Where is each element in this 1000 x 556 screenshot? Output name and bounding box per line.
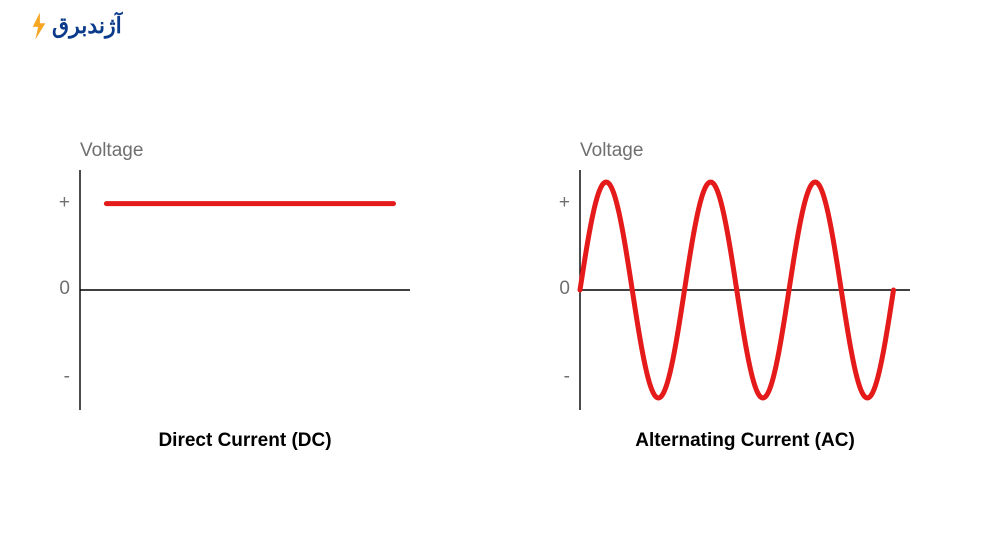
brand-text: آژندبرق xyxy=(52,13,122,39)
dc-ytick-plus: + xyxy=(40,192,70,214)
ac-ytick-minus: - xyxy=(540,366,570,388)
ac-ytick-zero: 0 xyxy=(540,278,570,300)
dc-plot xyxy=(80,170,410,410)
ac-y-axis-title: Voltage xyxy=(580,140,643,162)
dc-caption: Direct Current (DC) xyxy=(80,430,410,452)
ac-caption: Alternating Current (AC) xyxy=(580,430,910,452)
ac-ytick-plus: + xyxy=(540,192,570,214)
ac-chart: Voltage + 0 - Alternating Current (AC) xyxy=(540,150,960,510)
charts-row: Voltage + 0 - Direct Current (DC) Voltag… xyxy=(0,150,1000,510)
ac-plot xyxy=(580,170,910,410)
dc-chart: Voltage + 0 - Direct Current (DC) xyxy=(40,150,460,510)
dc-y-axis-title: Voltage xyxy=(80,140,143,162)
dc-ytick-zero: 0 xyxy=(40,278,70,300)
dc-ytick-minus: - xyxy=(40,366,70,388)
brand-logo: آژندبرق xyxy=(30,12,122,40)
bolt-icon xyxy=(30,12,48,40)
